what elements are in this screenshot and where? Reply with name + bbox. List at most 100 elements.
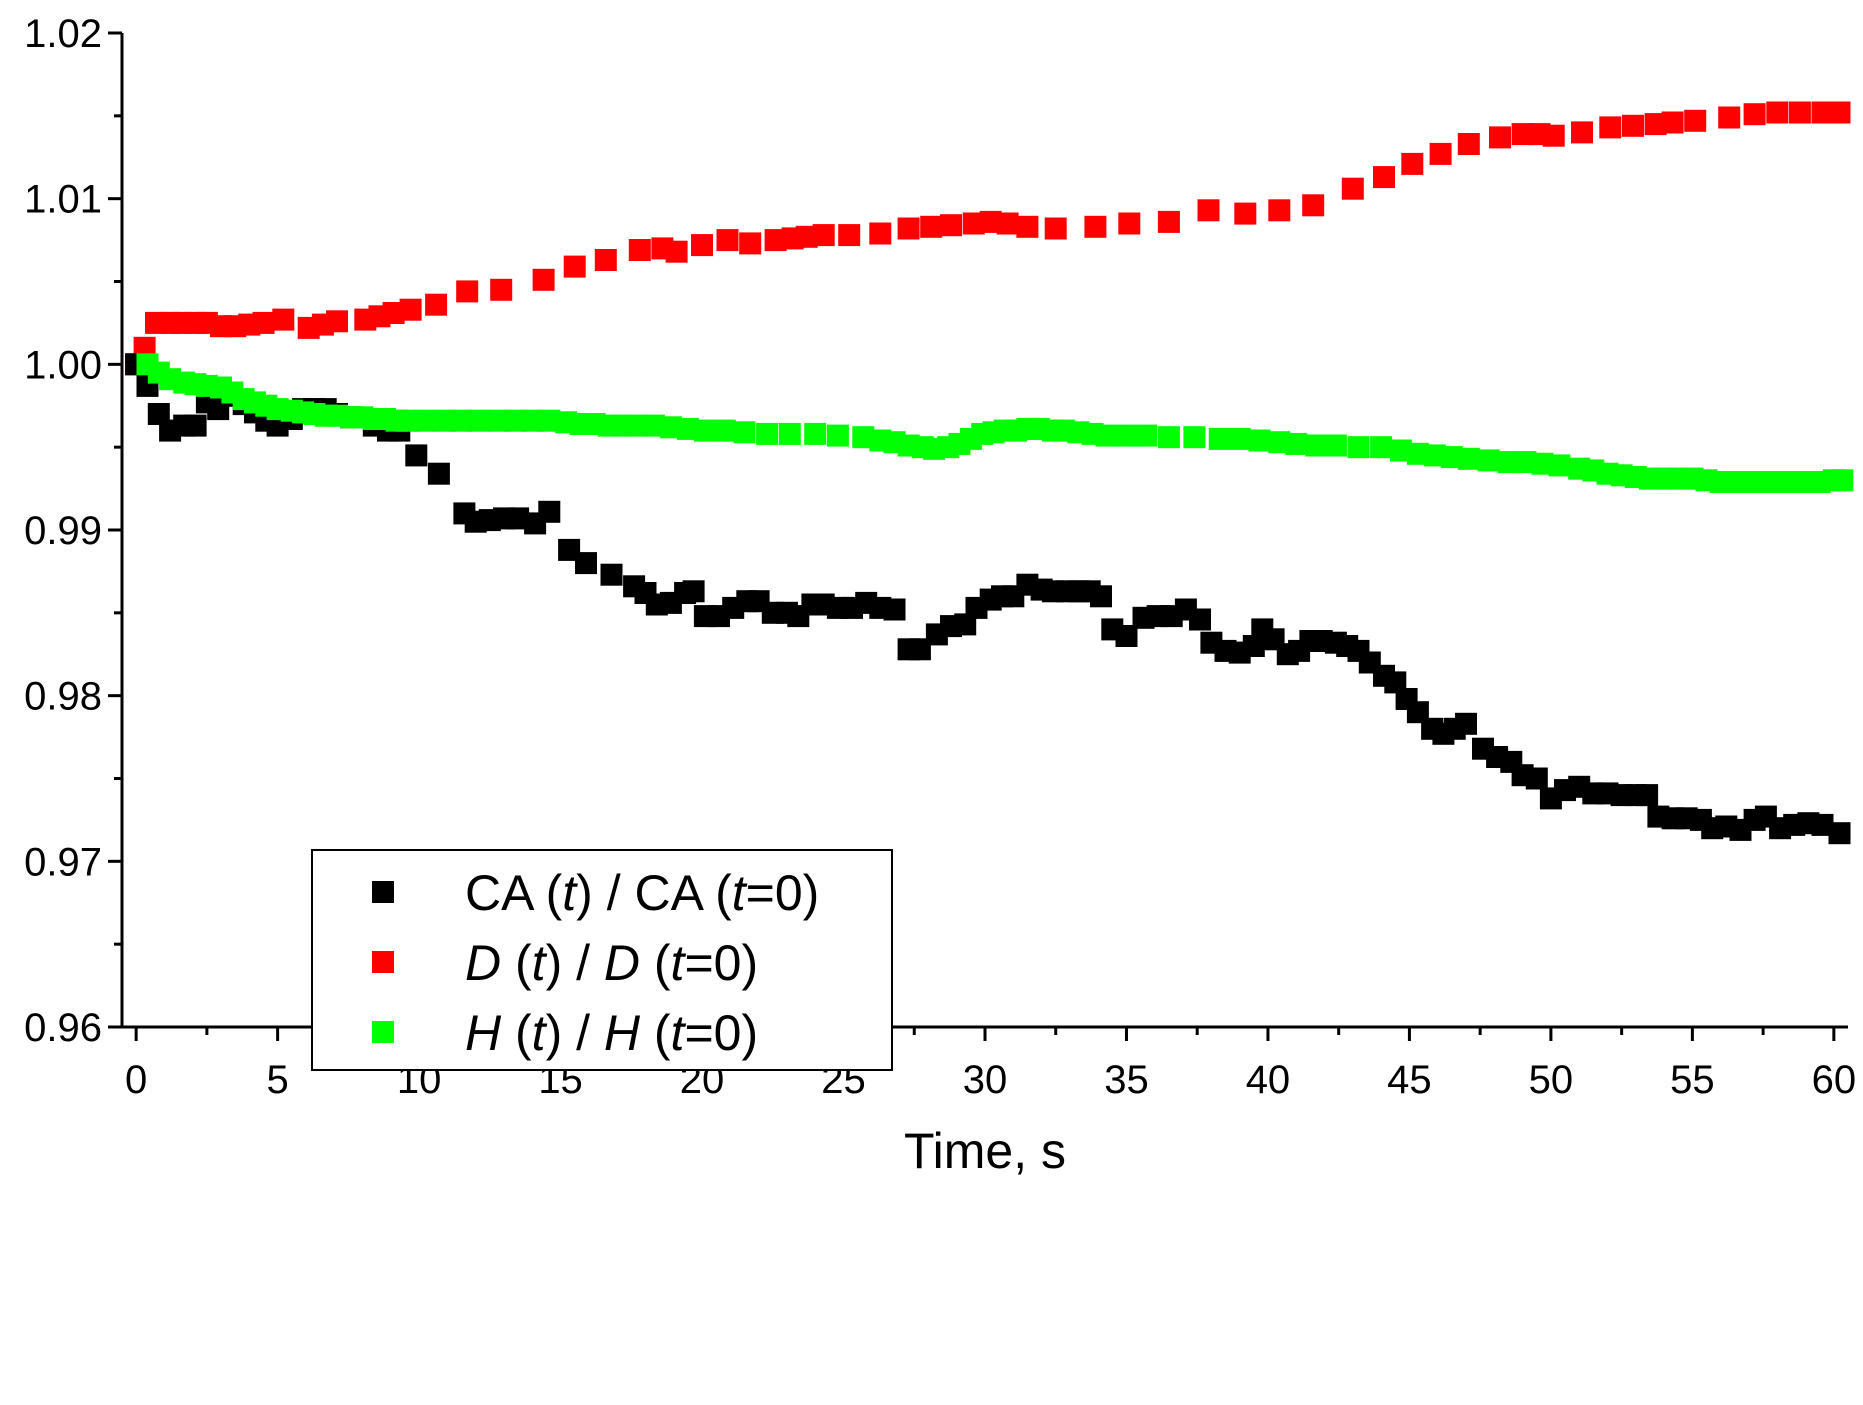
data-point — [778, 422, 801, 445]
y-tick-label: 0.96 — [24, 1006, 102, 1050]
data-point — [1599, 116, 1622, 139]
data-point — [558, 538, 581, 561]
data-point — [575, 552, 597, 575]
data-point — [1743, 103, 1766, 126]
data-point — [897, 217, 920, 240]
legend-box — [311, 849, 893, 1071]
data-point — [1135, 424, 1158, 447]
data-point — [563, 255, 586, 278]
data-point — [1571, 121, 1593, 144]
legend-label: CA (t) / CA (t=0) — [465, 865, 819, 921]
data-point — [396, 409, 419, 432]
data-point — [1268, 199, 1291, 222]
legend-marker — [372, 951, 394, 973]
data-point — [507, 507, 530, 530]
data-point — [1118, 212, 1141, 235]
data-point — [1511, 123, 1534, 146]
data-point — [1455, 712, 1477, 735]
x-axis-title: Time, s — [904, 1123, 1066, 1179]
x-tick-label: 50 — [1529, 1058, 1574, 1102]
data-point — [1347, 436, 1370, 459]
data-point — [1542, 124, 1565, 147]
data-point — [1489, 126, 1511, 149]
data-point — [1115, 424, 1138, 447]
data-point — [1788, 101, 1811, 124]
x-tick-label: 0 — [125, 1058, 147, 1102]
data-point — [147, 403, 170, 425]
data-point — [1183, 426, 1206, 449]
data-point — [920, 215, 943, 238]
data-point — [1406, 442, 1429, 465]
data-point — [1370, 436, 1393, 459]
data-point — [326, 310, 348, 333]
data-point — [1548, 454, 1571, 477]
data-point — [532, 268, 555, 291]
data-point — [1324, 434, 1347, 457]
data-point — [1423, 444, 1446, 467]
data-point — [1406, 701, 1429, 724]
data-point — [1828, 822, 1851, 845]
data-point — [626, 414, 648, 437]
data-point — [1622, 114, 1644, 137]
data-point — [676, 417, 699, 440]
data-point — [1811, 101, 1834, 124]
data-point — [659, 416, 682, 439]
data-point — [184, 414, 207, 437]
data-point — [713, 419, 736, 442]
data-point — [1718, 106, 1741, 129]
data-point — [1189, 608, 1211, 631]
series-1 — [125, 101, 1851, 376]
data-point — [1197, 199, 1220, 222]
data-point — [691, 234, 713, 257]
data-point — [1373, 166, 1395, 189]
x-tick-label: 30 — [963, 1058, 1008, 1102]
data-point — [1401, 152, 1424, 175]
data-point — [382, 302, 405, 324]
data-point — [594, 249, 617, 271]
x-tick-label: 55 — [1670, 1058, 1715, 1102]
data-point — [252, 311, 275, 334]
data-point — [399, 298, 422, 321]
data-point — [1457, 447, 1480, 470]
data-point — [826, 424, 849, 447]
data-point — [1389, 439, 1412, 462]
data-point — [764, 229, 787, 252]
data-point — [1384, 671, 1407, 694]
data-point — [756, 422, 779, 445]
data-point — [1477, 449, 1500, 472]
data-point — [456, 280, 479, 303]
data-point — [504, 409, 527, 432]
y-tick-label: 1.02 — [24, 12, 102, 56]
series-2 — [136, 353, 1854, 493]
data-point — [962, 212, 985, 235]
data-marks — [125, 101, 1854, 845]
data-point — [1115, 625, 1138, 647]
x-tick-label: 45 — [1387, 1058, 1432, 1102]
data-point — [1095, 424, 1118, 447]
data-point — [1531, 452, 1554, 475]
legend-label: H (t) / H (t=0) — [465, 1005, 758, 1061]
data-point — [838, 224, 861, 247]
data-point — [1440, 446, 1463, 469]
data-point — [1514, 451, 1537, 474]
data-point — [538, 409, 561, 432]
data-point — [940, 214, 962, 237]
data-point — [467, 409, 490, 432]
data-point — [1016, 215, 1039, 238]
data-point — [1157, 210, 1180, 233]
data-point — [1228, 427, 1251, 450]
data-point — [1090, 585, 1112, 608]
data-point — [883, 598, 906, 621]
y-tick-label: 0.97 — [24, 840, 102, 884]
legend-marker — [372, 881, 394, 903]
x-tick-label: 5 — [266, 1058, 288, 1102]
data-point — [1285, 432, 1308, 455]
data-point — [665, 240, 688, 263]
data-point — [682, 580, 705, 603]
y-tick-label: 1.00 — [24, 343, 102, 387]
y-tick-label: 0.99 — [24, 509, 102, 553]
data-point — [1644, 113, 1667, 136]
data-point — [1208, 427, 1231, 450]
data-point — [1302, 194, 1325, 217]
